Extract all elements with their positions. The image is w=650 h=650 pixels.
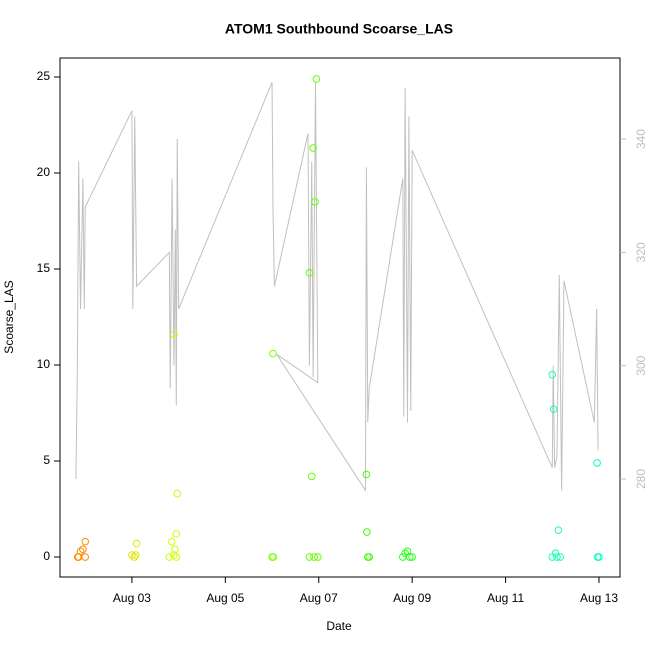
x-tick-label: Aug 13: [580, 591, 618, 605]
y-tick-label: 0: [43, 549, 50, 563]
point: [406, 553, 414, 561]
line: [75, 82, 599, 492]
point: [548, 370, 557, 379]
point: [548, 553, 557, 561]
y2-tick-label: 320: [634, 242, 648, 262]
point: [269, 553, 278, 561]
point: [554, 526, 563, 534]
y-tick-label: 25: [37, 69, 51, 83]
point: [81, 537, 90, 546]
point: [365, 553, 373, 561]
point: [593, 459, 601, 467]
point: [132, 539, 141, 548]
point: [269, 349, 277, 358]
point: [170, 330, 178, 339]
point: [595, 553, 603, 561]
point: [172, 553, 181, 561]
point: [81, 553, 90, 561]
point: [131, 551, 140, 559]
point: [307, 472, 316, 481]
x-tick-label: Aug 09: [393, 591, 431, 605]
y-tick-label: 5: [43, 453, 50, 467]
point: [556, 553, 565, 561]
point: [170, 551, 178, 559]
plot-box: [59, 57, 621, 578]
point: [311, 198, 319, 206]
x-tick-label: Aug 11: [487, 591, 524, 605]
y2-tick-label: 280: [634, 469, 648, 489]
point: [362, 470, 371, 479]
point: [76, 547, 85, 556]
point: [130, 553, 139, 561]
y-tick-label: 15: [37, 261, 51, 275]
point: [79, 545, 87, 554]
y-tick-label: 10: [37, 357, 51, 371]
y2-tick-label: 340: [634, 129, 648, 149]
point: [314, 553, 322, 561]
point: [305, 553, 314, 561]
x-tick-label: Aug 05: [206, 591, 244, 605]
point: [309, 144, 317, 152]
y-axis-title: Scoarse_LAS: [2, 280, 16, 353]
point: [167, 537, 176, 546]
x-tick-label: Aug 07: [300, 591, 338, 605]
point: [172, 530, 181, 538]
point: [363, 528, 371, 536]
point: [553, 553, 561, 561]
point: [549, 405, 558, 413]
point: [173, 489, 182, 498]
point: [312, 75, 321, 83]
y2-tick-label: 300: [634, 355, 648, 375]
x-tick-label: Aug 03: [113, 591, 151, 605]
chart-title: ATOM1 Southbound Scoarse_LAS: [225, 21, 453, 37]
point: [401, 549, 409, 557]
x-axis-title: Date: [326, 619, 352, 633]
point: [310, 553, 318, 561]
point: [305, 269, 314, 277]
point: [399, 553, 407, 561]
point: [408, 553, 416, 561]
point: [128, 551, 136, 559]
y-tick-label: 20: [37, 165, 51, 179]
point: [171, 545, 179, 554]
